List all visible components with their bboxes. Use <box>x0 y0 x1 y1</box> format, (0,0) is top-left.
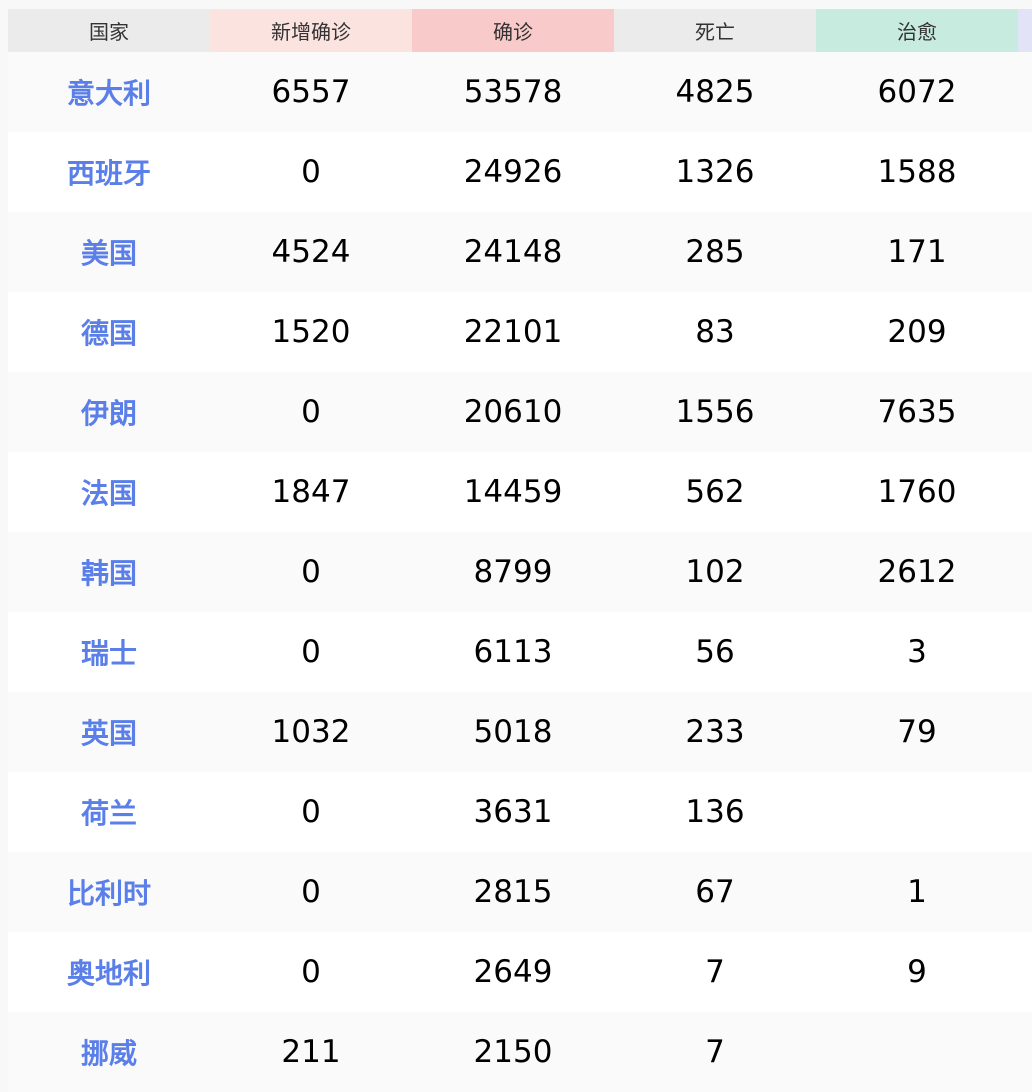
cell-confirmed: 14459 <box>463 474 563 510</box>
table-row: 美国 4524 24148 285 171 <box>8 212 1032 292</box>
cell-confirmed: 20610 <box>463 394 563 430</box>
cell-country[interactable]: 荷兰 <box>80 797 137 830</box>
cell-new-confirmed: 1520 <box>271 314 351 350</box>
cell-new-confirmed: 1032 <box>271 714 351 750</box>
cell-deaths: 67 <box>695 874 735 910</box>
header-new-confirmed[interactable]: 新增确诊 <box>210 9 412 52</box>
table-row: 挪威 211 2150 7 <box>8 1012 1032 1092</box>
cell-new-confirmed: 0 <box>301 794 321 830</box>
header-country[interactable]: 国家 <box>8 9 210 52</box>
cell-new-confirmed: 0 <box>301 554 321 590</box>
cell-confirmed: 6113 <box>473 634 553 670</box>
cell-recovered: 2612 <box>877 554 957 590</box>
cell-new-confirmed: 4524 <box>271 234 351 270</box>
cell-recovered: 6072 <box>877 74 957 110</box>
cell-confirmed: 8799 <box>473 554 553 590</box>
cell-country[interactable]: 德国 <box>80 317 137 350</box>
table-row: 西班牙 0 24926 1326 1588 <box>8 132 1032 212</box>
cell-country[interactable]: 西班牙 <box>66 157 151 190</box>
table-header: 国家 新增确诊 确诊 死亡 治愈 <box>8 9 1032 52</box>
cell-country[interactable]: 法国 <box>80 477 137 510</box>
cell-confirmed: 24148 <box>463 234 563 270</box>
cell-deaths: 83 <box>695 314 735 350</box>
country-stats-table: 国家 新增确诊 确诊 死亡 治愈 意大利 6557 53578 4825 6072 西班牙 0 249… <box>8 9 1032 1092</box>
cell-confirmed: 2815 <box>473 874 553 910</box>
cell-deaths: 7 <box>705 1034 725 1070</box>
header-extra[interactable] <box>1018 9 1032 52</box>
table-row: 伊朗 0 20610 1556 7635 <box>8 372 1032 452</box>
cell-recovered: 7635 <box>877 394 957 430</box>
table-row: 比利时 0 2815 67 1 <box>8 852 1032 932</box>
cell-deaths: 285 <box>685 234 745 270</box>
cell-deaths: 102 <box>685 554 745 590</box>
cell-recovered <box>816 772 1018 852</box>
cell-new-confirmed: 0 <box>301 154 321 190</box>
cell-recovered: 171 <box>887 234 947 270</box>
cell-country[interactable]: 伊朗 <box>80 397 137 430</box>
cell-country[interactable]: 英国 <box>80 717 137 750</box>
cell-country[interactable]: 比利时 <box>66 877 151 910</box>
cell-deaths: 1326 <box>675 154 755 190</box>
table-body: 意大利 6557 53578 4825 6072 西班牙 0 24926 1326 1588 美国 4… <box>8 52 1032 1092</box>
cell-deaths: 7 <box>705 954 725 990</box>
cell-recovered <box>816 1012 1018 1092</box>
table-row: 意大利 6557 53578 4825 6072 <box>8 52 1032 132</box>
cell-new-confirmed: 0 <box>301 394 321 430</box>
cell-new-confirmed: 1847 <box>271 474 351 510</box>
cell-country[interactable]: 奥地利 <box>66 957 151 990</box>
cell-country[interactable]: 意大利 <box>66 77 151 110</box>
cell-new-confirmed: 211 <box>281 1034 341 1070</box>
cell-deaths: 4825 <box>675 74 755 110</box>
cell-recovered: 209 <box>887 314 947 350</box>
cell-recovered: 1588 <box>877 154 957 190</box>
cell-confirmed: 5018 <box>473 714 553 750</box>
header-confirmed[interactable]: 确诊 <box>412 9 614 52</box>
cell-deaths: 136 <box>685 794 745 830</box>
cell-recovered: 79 <box>897 714 937 750</box>
table-row: 韩国 0 8799 102 2612 <box>8 532 1032 612</box>
cell-recovered: 9 <box>907 954 927 990</box>
cell-deaths: 562 <box>685 474 745 510</box>
table-row: 法国 1847 14459 562 1760 <box>8 452 1032 532</box>
cell-recovered: 1760 <box>877 474 957 510</box>
cell-new-confirmed: 0 <box>301 954 321 990</box>
cell-confirmed: 53578 <box>463 74 563 110</box>
cell-deaths: 233 <box>685 714 745 750</box>
table-row: 荷兰 0 3631 136 <box>8 772 1032 852</box>
cell-deaths: 56 <box>695 634 735 670</box>
table-row: 奥地利 0 2649 7 9 <box>8 932 1032 1012</box>
cell-recovered: 1 <box>907 874 927 910</box>
cell-country[interactable]: 挪威 <box>80 1037 137 1070</box>
table-row: 德国 1520 22101 83 209 <box>8 292 1032 372</box>
cell-confirmed: 22101 <box>463 314 563 350</box>
cell-recovered: 3 <box>907 634 927 670</box>
cell-confirmed: 2150 <box>473 1034 553 1070</box>
cell-country[interactable]: 美国 <box>80 237 137 270</box>
header-recovered[interactable]: 治愈 <box>816 9 1018 52</box>
table-row: 英国 1032 5018 233 79 <box>8 692 1032 772</box>
header-deaths[interactable]: 死亡 <box>614 9 816 52</box>
table-row: 瑞士 0 6113 56 3 <box>8 612 1032 692</box>
cell-new-confirmed: 6557 <box>271 74 351 110</box>
cell-deaths: 1556 <box>675 394 755 430</box>
cell-new-confirmed: 0 <box>301 634 321 670</box>
cell-country[interactable]: 瑞士 <box>80 637 137 670</box>
cell-confirmed: 2649 <box>473 954 553 990</box>
cell-new-confirmed: 0 <box>301 874 321 910</box>
cell-country[interactable]: 韩国 <box>80 557 137 590</box>
cell-confirmed: 24926 <box>463 154 563 190</box>
cell-confirmed: 3631 <box>473 794 553 830</box>
